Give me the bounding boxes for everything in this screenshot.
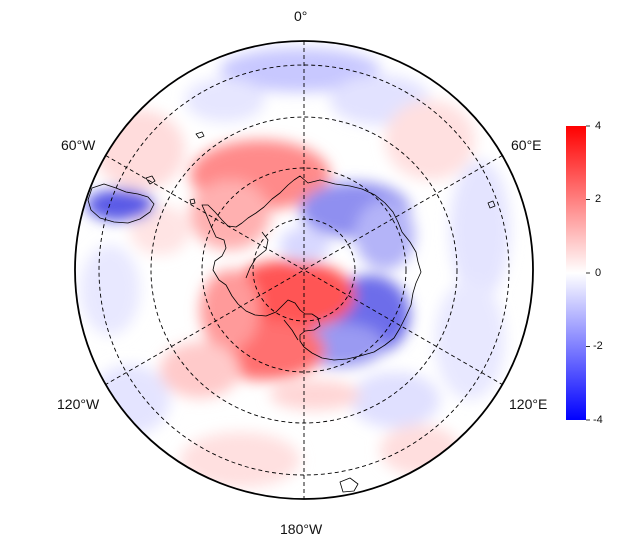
- south-america-coastline: [87, 183, 155, 224]
- longitude-label-60w: 60°W: [61, 137, 96, 153]
- colorbar: [566, 125, 590, 421]
- new-zealand-coastline: [339, 477, 359, 493]
- ross-detail: [283, 319, 299, 341]
- graticule: [98, 41, 510, 499]
- longitude-label-0: 0°: [294, 8, 308, 24]
- longitude-label-60e: 60°E: [511, 137, 542, 153]
- longitude-label-120e: 120°E: [509, 396, 548, 412]
- island-south-georgia: [195, 131, 205, 139]
- colorbar-ticks: [586, 125, 590, 421]
- island-south-orkney: [189, 198, 196, 205]
- antarctica-coastline: [201, 175, 422, 361]
- colorbar-tick-label: 0: [595, 267, 602, 279]
- colorbar-tick-label: 4: [595, 120, 602, 132]
- colorbar-gradient: [566, 126, 586, 420]
- latitude-circle-4: [98, 64, 510, 476]
- anomaly-field: [75, 41, 533, 499]
- colorbar-tick-label: 2: [595, 193, 602, 205]
- meridian-60e-120w: [105, 155, 503, 385]
- longitude-label-120w: 120°W: [57, 396, 100, 412]
- map-boundary: [74, 40, 534, 500]
- meridian-60w-120e: [105, 155, 503, 385]
- colorbar-tick-label: -4: [593, 414, 603, 426]
- island-kerguelen: [487, 200, 496, 209]
- weddell-detail: [245, 231, 269, 279]
- island-falklands: [145, 175, 156, 185]
- colorbar-tick-label: -2: [593, 340, 603, 352]
- longitude-label-180w: 180°W: [280, 521, 323, 537]
- coastlines: [87, 131, 496, 493]
